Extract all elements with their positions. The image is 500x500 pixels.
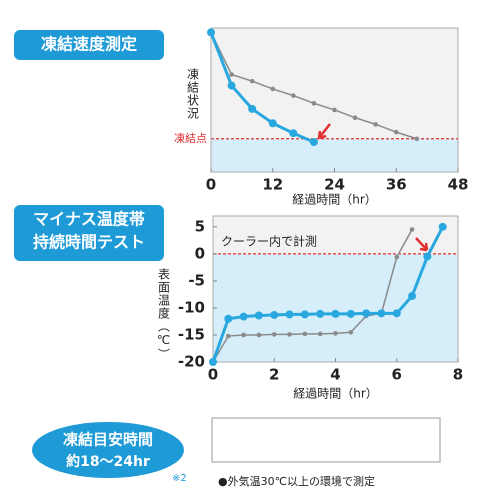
data-point	[287, 332, 292, 337]
x-tick-label: 0	[208, 366, 218, 384]
data-point	[373, 122, 378, 127]
x-tick-label: 24	[324, 176, 345, 194]
data-point	[300, 310, 309, 319]
data-point	[248, 104, 257, 113]
x-axis-label: 経過時間（hr）	[292, 193, 377, 207]
x-tick-label: 36	[386, 176, 407, 194]
data-point	[209, 358, 217, 366]
data-point	[229, 72, 234, 77]
annotation: クーラー内で計測	[221, 234, 317, 249]
data-point	[268, 119, 277, 128]
x-axis-label: 経過時間（hr）	[293, 387, 378, 401]
data-point	[291, 93, 296, 98]
data-point	[348, 329, 354, 335]
data-point	[270, 310, 279, 319]
x-tick-label: 6	[392, 366, 402, 384]
data-point	[241, 332, 246, 338]
x-tick-label: 12	[262, 176, 283, 194]
data-point	[271, 332, 277, 337]
data-point	[362, 309, 371, 318]
badge-value: 約18〜24hr	[66, 453, 150, 470]
x-tick-label: 8	[453, 366, 463, 384]
data-point	[346, 309, 355, 318]
data-point	[423, 252, 432, 261]
y-tick-label: -10	[178, 298, 205, 316]
below-freeze-band	[211, 138, 458, 172]
data-point	[270, 86, 276, 92]
data-point	[331, 309, 340, 318]
y-tick-label: 0	[195, 244, 205, 262]
x-tick-label: 0	[206, 176, 216, 194]
legend-box	[211, 417, 441, 463]
data-point	[332, 107, 337, 113]
title-badge	[14, 205, 164, 261]
freeze-label: 凍結点	[174, 131, 207, 145]
x-tick-label: 4	[330, 366, 340, 384]
data-point	[289, 129, 298, 138]
data-point	[226, 333, 231, 339]
data-point	[409, 227, 415, 232]
chart-title: 凍結速度測定	[41, 35, 137, 54]
data-point	[239, 312, 248, 321]
y-axis-label: 凍結状況	[186, 68, 200, 120]
data-point	[333, 331, 338, 336]
x-tick-label: 48	[448, 176, 469, 194]
data-point	[408, 292, 417, 301]
data-point	[317, 331, 323, 337]
footnote: ●外気温30℃以上の環境で測定	[218, 474, 375, 488]
y-axis-label: 表面温度（℃）	[157, 268, 171, 361]
x-tick-label: 2	[269, 366, 279, 384]
data-point	[392, 309, 401, 318]
data-point	[309, 138, 318, 147]
data-point	[394, 254, 400, 260]
data-point	[393, 129, 399, 135]
data-point	[256, 332, 262, 338]
data-point	[311, 101, 317, 106]
data-point	[377, 309, 386, 318]
data-point	[227, 81, 236, 90]
data-point	[224, 314, 233, 323]
data-point	[207, 28, 215, 37]
data-point	[249, 78, 255, 84]
badge-note: ※2	[172, 473, 187, 484]
arrow	[317, 123, 331, 140]
badge-title: 凍結目安時間	[63, 431, 153, 449]
chart-title: 持続時間テスト	[33, 233, 145, 252]
chart-title: マイナス温度帯	[33, 210, 145, 229]
series-line	[211, 226, 445, 363]
y-tick-label: -20	[178, 353, 205, 371]
y-tick-label: -15	[178, 325, 205, 343]
arrow	[415, 237, 429, 252]
y-tick-label: -5	[188, 271, 205, 289]
data-point	[438, 222, 447, 231]
title-badge	[14, 30, 164, 60]
y-tick-label: 5	[195, 217, 205, 235]
data-point	[285, 310, 294, 319]
data-point	[316, 309, 325, 318]
below-freeze-band	[213, 253, 458, 362]
data-point	[302, 331, 308, 337]
data-point	[414, 136, 420, 142]
badge	[32, 422, 184, 478]
data-point	[352, 115, 358, 121]
data-point	[254, 311, 263, 320]
